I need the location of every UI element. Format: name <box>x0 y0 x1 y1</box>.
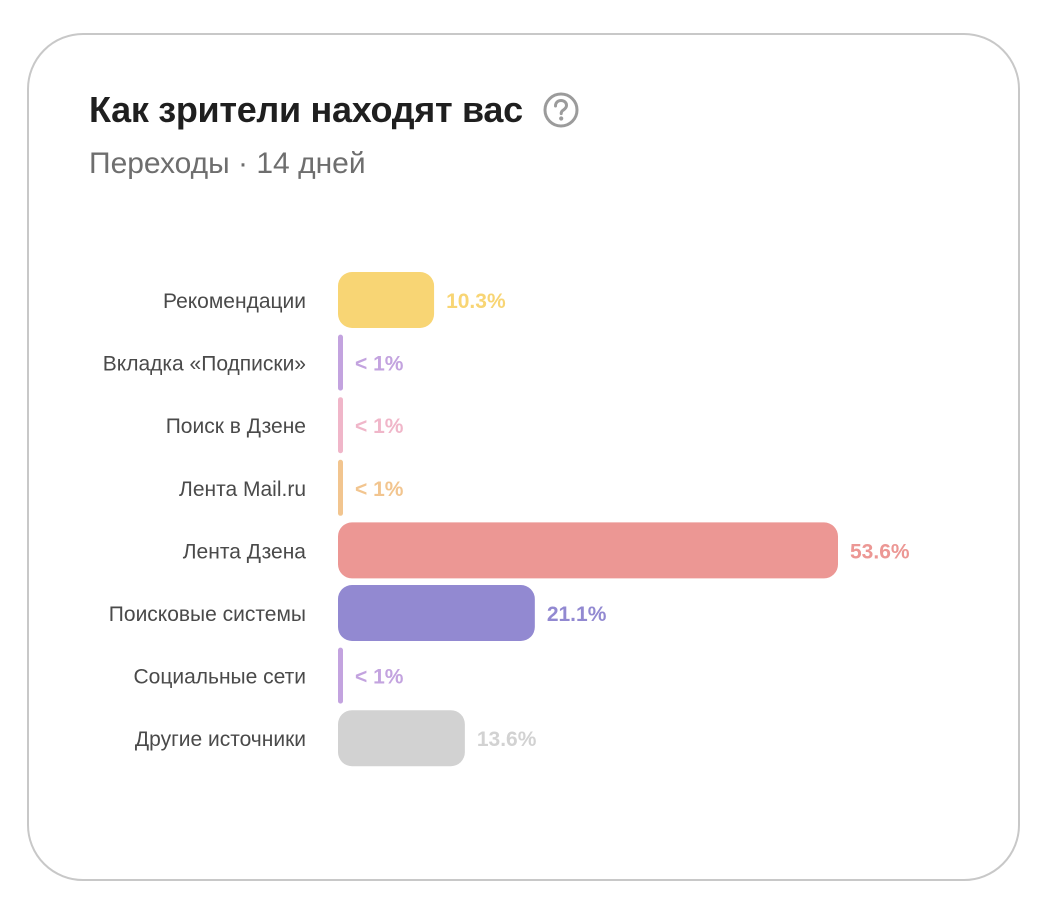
value-label: < 1% <box>355 666 404 689</box>
bar-row-1: Рекомендации 10.3% <box>163 272 506 328</box>
category-label: Поиск в Дзене <box>166 415 306 438</box>
value-label: 13.6% <box>477 728 537 751</box>
traffic-sources-card: Как зрители находят вас Переходы · 14 дн… <box>27 33 1020 881</box>
category-label: Вкладка «Подписки» <box>103 353 306 376</box>
card-title: Как зрители находят вас <box>89 89 523 130</box>
category-label: Другие источники <box>135 728 306 751</box>
bar-row-2: Вкладка «Подписки» < 1% <box>103 334 404 391</box>
question-circle-icon[interactable] <box>543 92 579 128</box>
bar-row-6: Поисковые системы 21.1% <box>109 585 607 641</box>
value-label: < 1% <box>355 478 404 501</box>
card-header: Как зрители находят вас <box>89 89 579 131</box>
category-label: Лента Mail.ru <box>179 478 306 501</box>
bar[interactable] <box>338 522 838 579</box>
bar[interactable] <box>338 585 535 641</box>
category-label: Поисковые системы <box>109 603 306 626</box>
bar[interactable] <box>338 647 343 704</box>
category-label: Рекомендации <box>163 290 306 313</box>
category-label: Лента Дзена <box>183 540 307 563</box>
bar[interactable] <box>338 459 343 516</box>
value-label: 53.6% <box>850 540 910 563</box>
value-label: < 1% <box>355 353 404 376</box>
category-label: Социальные сети <box>133 666 306 689</box>
bar-row-5: Лента Дзена 53.6% <box>183 522 910 579</box>
bar[interactable] <box>338 272 435 328</box>
bar-row-7: Социальные сети < 1% <box>133 647 404 704</box>
bar[interactable] <box>338 710 465 767</box>
bar-row-8: Другие источники 13.6% <box>135 710 537 767</box>
value-label: 10.3% <box>446 290 506 313</box>
bar-row-3: Поиск в Дзене < 1% <box>166 397 404 454</box>
traffic-sources-bar-chart: Рекомендации 10.3%Вкладка «Подписки» < 1%П… <box>103 272 910 767</box>
bar-row-4: Лента Mail.ru < 1% <box>179 459 404 516</box>
value-label: < 1% <box>355 415 404 438</box>
value-label: 21.1% <box>547 603 607 626</box>
bar[interactable] <box>338 334 343 391</box>
card-subtitle: Переходы · 14 дней <box>89 147 366 180</box>
bar[interactable] <box>338 397 343 454</box>
